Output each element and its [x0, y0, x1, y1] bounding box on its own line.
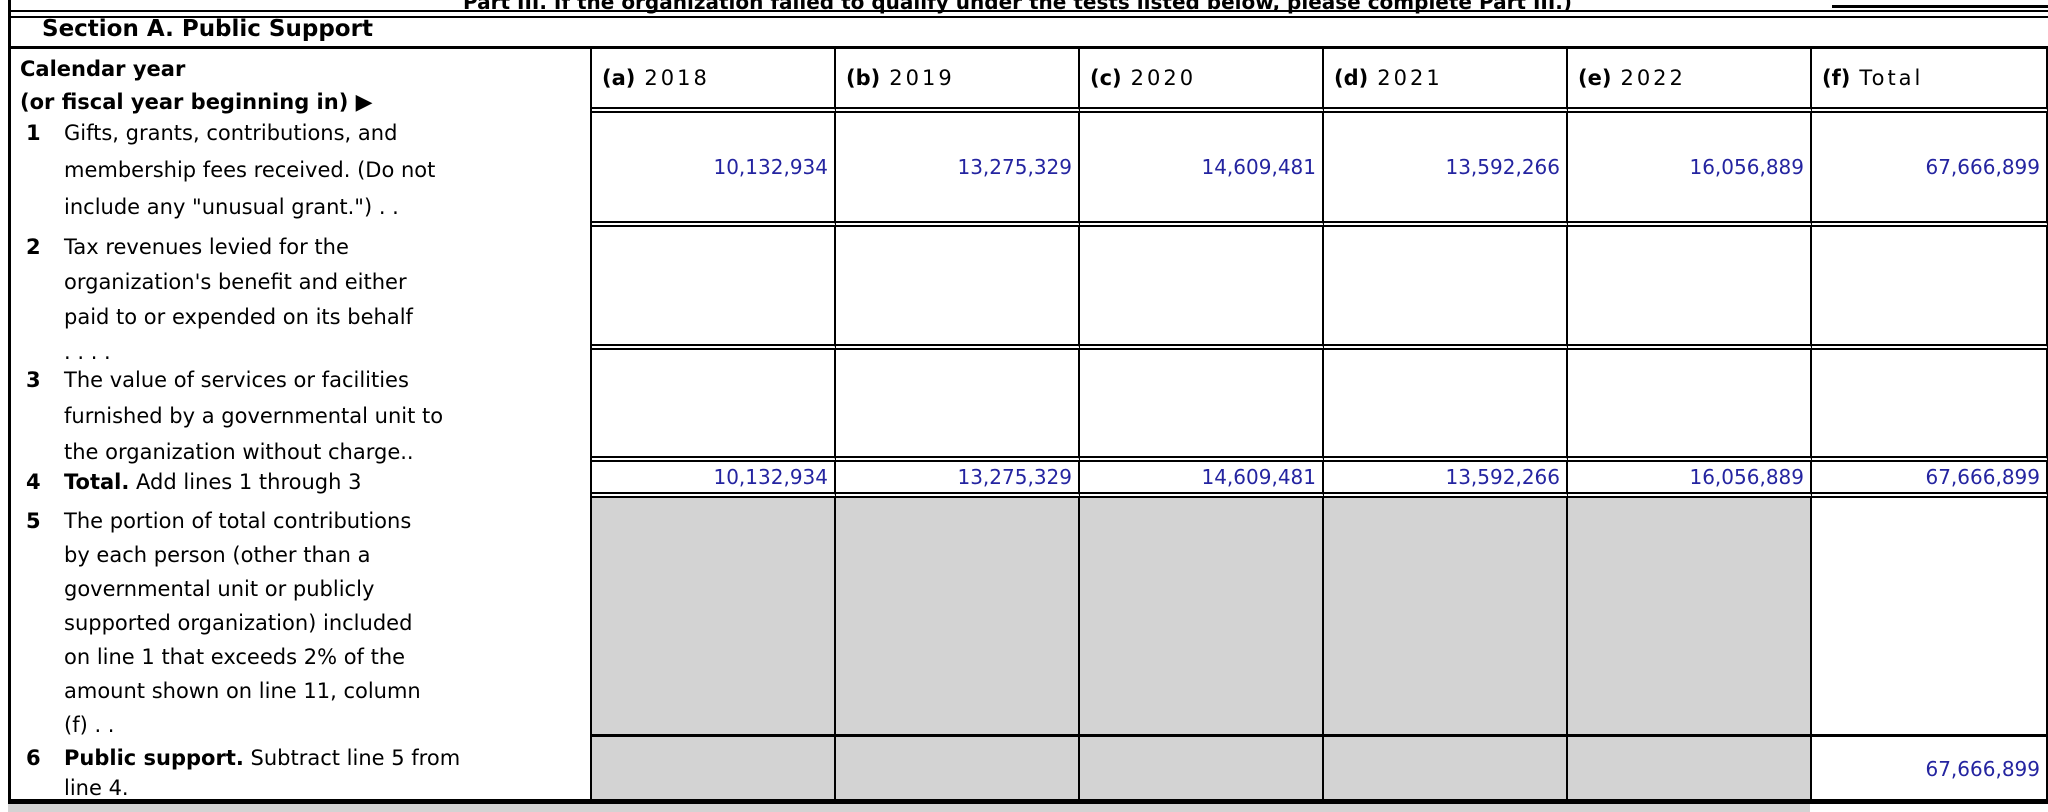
value-cell-r4-a: 10,132,934 [592, 462, 836, 498]
row-label-6: 6 Public support. Subtract line 5 from l… [26, 743, 584, 803]
line-number: 1 [26, 121, 41, 145]
value-cell-r5-e [1568, 498, 1812, 737]
row-label-2: 2 Tax revenues levied for the organizati… [26, 230, 584, 370]
value-cell-r6-c [1080, 737, 1324, 801]
column-header-e: (e) 2022 [1568, 49, 1812, 113]
row-label-3: 3 The value of services or facilities fu… [26, 362, 584, 470]
value-cell-r6-b [836, 737, 1080, 801]
next-row-sliver [8, 804, 1810, 812]
row-label-1: 1 Gifts, grants, contributions, and memb… [26, 115, 584, 226]
column-header-a: (a) 2018 [592, 49, 836, 113]
top-double-rule [8, 10, 2048, 18]
value-cell-r1-a: 10,132,934 [592, 113, 836, 227]
top-right-border-segment [1832, 5, 2048, 8]
value-cell-r3-a [592, 350, 836, 462]
column-header-b: (b) 2019 [836, 49, 1080, 113]
row-label-4: 4 Total. Add lines 1 through 3 [26, 467, 584, 497]
value-cell-r3-e [1568, 350, 1812, 462]
line-number: 3 [26, 368, 41, 392]
value-cell-r5-f [1812, 498, 2048, 737]
row-label-5: 5 The portion of total contributions by … [26, 504, 584, 742]
value-cell-r5-c [1080, 498, 1324, 737]
line-number: 5 [26, 509, 41, 533]
calendar-year-line2: (or fiscal year beginning in) ▶ [20, 90, 373, 115]
value-cell-r3-b [836, 350, 1080, 462]
calendar-year-line1: Calendar year [20, 57, 186, 81]
value-cell-r6-d [1324, 737, 1568, 801]
value-cell-r4-f: 67,666,899 [1812, 462, 2048, 498]
value-cell-r2-e [1568, 227, 1812, 350]
value-cell-r2-b [836, 227, 1080, 350]
value-cell-r5-a [592, 498, 836, 737]
value-cell-r3-d [1324, 350, 1568, 462]
value-cell-r1-d: 13,592,266 [1324, 113, 1568, 227]
right-arrow-icon: ▶ [355, 90, 373, 115]
value-cell-r6-e [1568, 737, 1812, 801]
value-cell-r5-b [836, 498, 1080, 737]
value-cell-r2-a [592, 227, 836, 350]
calendar-year-header: Calendar year (or fiscal year beginning … [20, 53, 373, 119]
column-header-c: (c) 2020 [1080, 49, 1324, 113]
value-cell-r1-e: 16,056,889 [1568, 113, 1812, 227]
value-cell-r3-c [1080, 350, 1324, 462]
section-title-rule [8, 46, 2048, 49]
value-cell-r4-e: 16,056,889 [1568, 462, 1812, 498]
column-header-d: (d) 2021 [1324, 49, 1568, 113]
value-cell-r6-f: 67,666,899 [1812, 737, 2048, 801]
value-cell-r4-b: 13,275,329 [836, 462, 1080, 498]
value-cell-r4-c: 14,609,481 [1080, 462, 1324, 498]
value-cell-r3-f [1812, 350, 2048, 462]
value-cell-r1-f: 67,666,899 [1812, 113, 2048, 227]
table-bottom-border [8, 799, 2048, 804]
value-grid: (a) 2018 (b) 2019 (c) 2020 (d) 2021 (e) 2022 … [590, 49, 2048, 801]
value-cell-r4-d: 13,592,266 [1324, 462, 1568, 498]
value-cell-r1-b: 13,275,329 [836, 113, 1080, 227]
section-title: Section A. Public Support [42, 16, 373, 42]
line-number: 6 [26, 746, 41, 770]
value-cell-r2-c [1080, 227, 1324, 350]
value-cell-r6-a [592, 737, 836, 801]
table-left-border [8, 0, 11, 804]
value-cell-r2-f [1812, 227, 2048, 350]
line-number: 4 [26, 470, 41, 494]
value-cell-r2-d [1324, 227, 1568, 350]
value-cell-r5-d [1324, 498, 1568, 737]
line-number: 2 [26, 235, 41, 259]
value-cell-r1-c: 14,609,481 [1080, 113, 1324, 227]
column-header-f: (f) Total [1812, 49, 2048, 113]
